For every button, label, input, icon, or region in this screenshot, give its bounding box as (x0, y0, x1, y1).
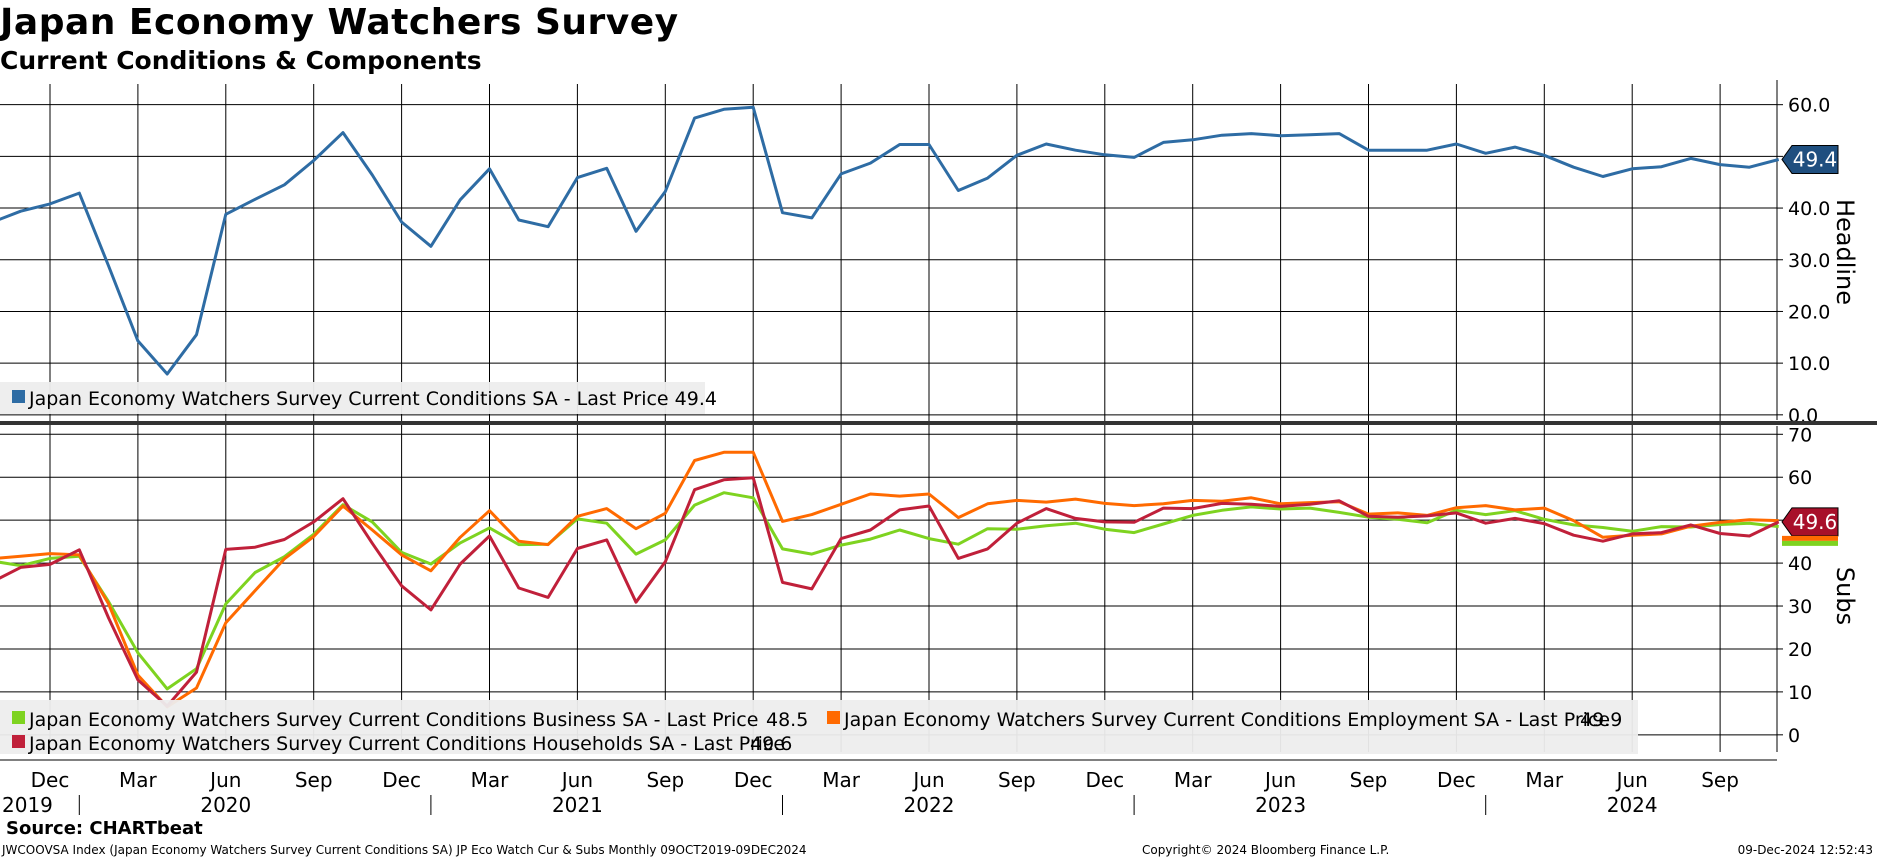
x-year-label: 2024 (1607, 793, 1658, 817)
legend-business-swatch (12, 711, 25, 724)
series-line-employment (0, 450, 1779, 709)
x-tick-label: Dec (31, 768, 70, 792)
y-axis-title: Subs (1831, 567, 1859, 625)
footer-timestamp: 09-Dec-2024 12:52:43 (1737, 843, 1873, 857)
legend-subs-box (0, 700, 1638, 754)
legend-employment-value: 49.9 (1580, 709, 1622, 731)
x-tick-label: Jun (1615, 768, 1648, 792)
legend-headline-swatch (12, 390, 25, 403)
business-tag-marker (1782, 540, 1838, 546)
x-tick-label: Mar (471, 768, 510, 792)
y-tick-label: 60.0 (1788, 95, 1830, 117)
footer-description: JWCOOVSA Index (Japan Economy Watchers S… (2, 843, 807, 857)
x-tick-label: Sep (1350, 768, 1388, 792)
y-tick-label: 20.0 (1788, 301, 1830, 323)
y-tick-label: 10 (1788, 682, 1812, 704)
series-line-business (0, 491, 1779, 691)
y-tick-label: 60 (1788, 467, 1812, 489)
series-line-households (0, 476, 1780, 708)
y-tick-label: 20 (1788, 639, 1812, 661)
legend-headline-box (0, 382, 705, 414)
x-tick-label: Jun (560, 768, 593, 792)
last-value-label: 49.4 (1793, 147, 1838, 171)
x-tick-label: Sep (646, 768, 684, 792)
x-tick-label: Sep (295, 768, 333, 792)
footer-copyright: Copyright© 2024 Bloomberg Finance L.P. (1142, 843, 1390, 857)
legend-employment-swatch (827, 711, 840, 724)
source-label: Source: CHARTbeat (6, 818, 203, 839)
y-tick-label: 40 (1788, 553, 1812, 575)
chart-title: Japan Economy Watchers Survey (0, 2, 679, 43)
x-tick-label: Dec (734, 768, 773, 792)
series-line-headline (0, 105, 1780, 376)
y-tick-label: 70 (1788, 424, 1812, 446)
last-value-tag (1781, 144, 1839, 174)
x-tick-label: Mar (119, 768, 158, 792)
legend-households-label: Japan Economy Watchers Survey Current Co… (28, 733, 785, 755)
legend-headline-label: Japan Economy Watchers Survey Current Co… (28, 388, 717, 410)
x-year-label: 2021 (552, 793, 603, 817)
legend-households-value: 49.6 (750, 733, 792, 755)
x-tick-label: Sep (998, 768, 1036, 792)
legend-households-swatch (12, 735, 25, 748)
x-tick-label: Dec (1085, 768, 1124, 792)
y-tick-label: 30.0 (1788, 250, 1830, 272)
x-tick-label: Mar (822, 768, 861, 792)
x-year-label: 2022 (904, 793, 955, 817)
x-tick-label: Mar (1174, 768, 1213, 792)
y-axis-title: Headline (1831, 199, 1859, 305)
y-tick-label: 10.0 (1788, 353, 1830, 375)
x-year-label: 2023 (1255, 793, 1306, 817)
last-value-label: 49.6 (1793, 510, 1838, 534)
legend-business-value: 48.5 (766, 709, 808, 731)
x-tick-label: Sep (1701, 768, 1739, 792)
x-tick-label: Dec (382, 768, 421, 792)
x-tick-label: Jun (911, 768, 944, 792)
last-value-tag (1781, 507, 1839, 537)
x-year-label: 2019 (2, 793, 53, 817)
legend-business-label: Japan Economy Watchers Survey Current Co… (28, 709, 758, 731)
y-tick-label: 30 (1788, 596, 1812, 618)
chart-subtitle: Current Conditions & Components (0, 46, 482, 75)
x-tick-label: Jun (208, 768, 241, 792)
y-tick-label: 40.0 (1788, 198, 1830, 220)
x-tick-label: Dec (1437, 768, 1476, 792)
y-tick-label: 0 (1788, 725, 1800, 747)
employment-tag-marker (1782, 535, 1838, 541)
legend-employment-label: Japan Economy Watchers Survey Current Co… (843, 709, 1610, 731)
x-tick-label: Jun (1263, 768, 1296, 792)
x-year-label: 2020 (200, 793, 251, 817)
x-tick-label: Mar (1525, 768, 1564, 792)
